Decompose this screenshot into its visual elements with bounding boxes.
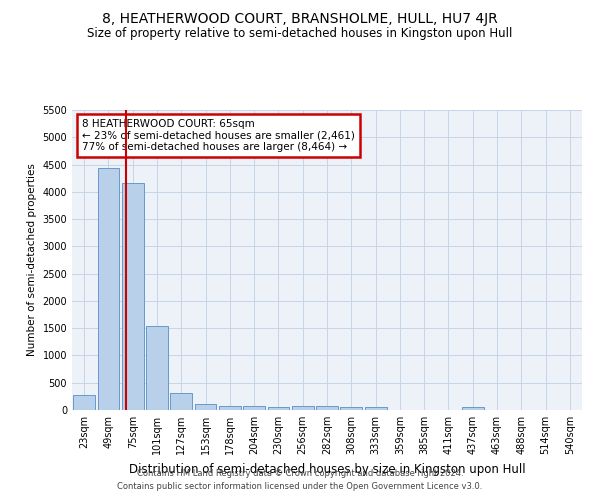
Bar xyxy=(97,168,119,410)
Bar xyxy=(146,326,168,410)
Bar xyxy=(73,396,95,410)
Bar xyxy=(340,408,362,410)
Text: 8, HEATHERWOOD COURT, BRANSHOLME, HULL, HU7 4JR: 8, HEATHERWOOD COURT, BRANSHOLME, HULL, … xyxy=(102,12,498,26)
Bar xyxy=(268,408,289,410)
Bar xyxy=(219,406,241,410)
Y-axis label: Number of semi-detached properties: Number of semi-detached properties xyxy=(27,164,37,356)
Text: Contains public sector information licensed under the Open Government Licence v3: Contains public sector information licen… xyxy=(118,482,482,491)
Bar xyxy=(243,406,265,410)
Text: 8 HEATHERWOOD COURT: 65sqm
← 23% of semi-detached houses are smaller (2,461)
77%: 8 HEATHERWOOD COURT: 65sqm ← 23% of semi… xyxy=(82,119,355,152)
Bar xyxy=(170,392,192,410)
Bar xyxy=(122,183,143,410)
X-axis label: Distribution of semi-detached houses by size in Kingston upon Hull: Distribution of semi-detached houses by … xyxy=(128,462,526,475)
Bar xyxy=(194,404,217,410)
Text: Contains HM Land Registry data © Crown copyright and database right 2024.: Contains HM Land Registry data © Crown c… xyxy=(137,468,463,477)
Bar xyxy=(292,406,314,410)
Text: Size of property relative to semi-detached houses in Kingston upon Hull: Size of property relative to semi-detach… xyxy=(88,28,512,40)
Bar xyxy=(316,406,338,410)
Bar xyxy=(462,408,484,410)
Bar xyxy=(365,408,386,410)
